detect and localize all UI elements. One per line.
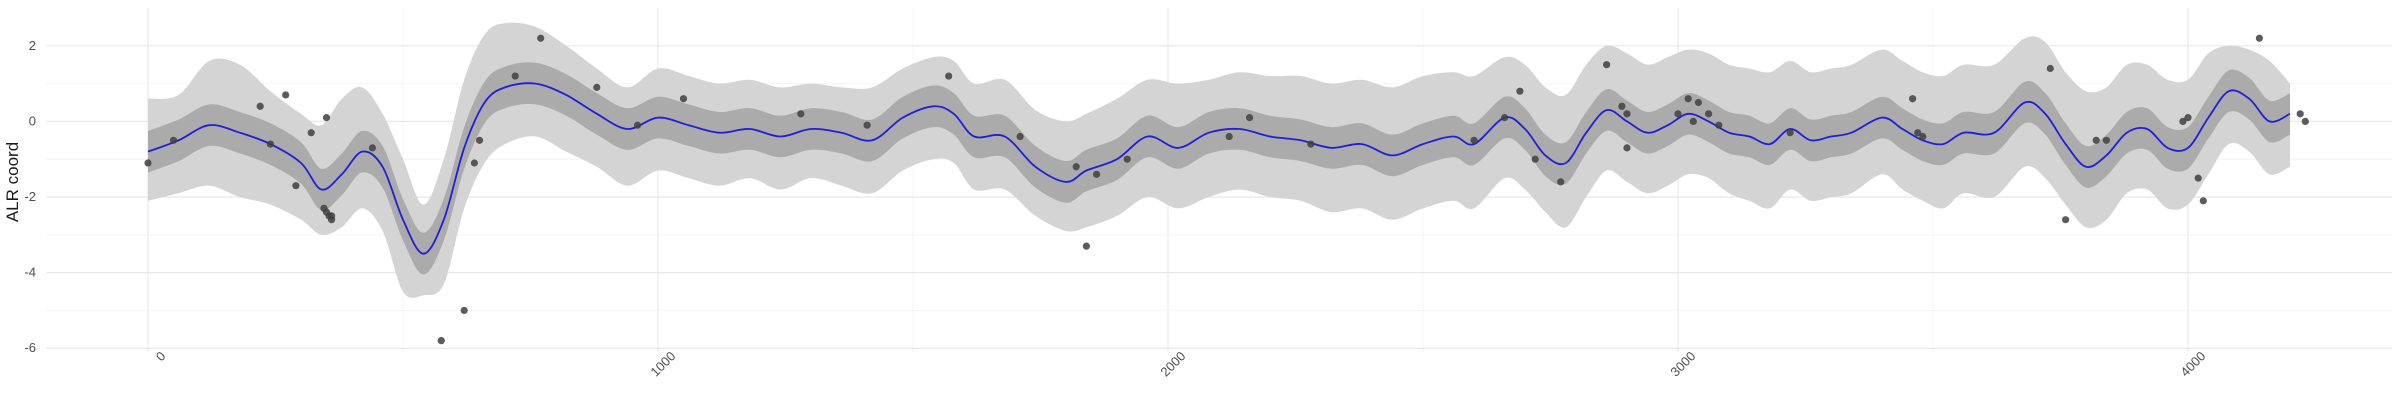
x-tick-label: 1000 [647, 348, 678, 379]
data-point [2179, 117, 2187, 126]
y-axis-ticks: -6 -4 -2 0 2 [24, 38, 36, 355]
data-point [1919, 132, 1927, 141]
data-point [945, 72, 953, 80]
data-point [2255, 34, 2263, 42]
x-axis-ticks: 0 1000 2000 3000 4000 [153, 348, 2209, 379]
data-point [1557, 178, 1565, 186]
data-point [2184, 114, 2192, 122]
data-point [322, 114, 331, 122]
data-point [1123, 155, 1131, 163]
data-point [1516, 87, 1524, 95]
data-point [797, 110, 805, 118]
data-point [2199, 197, 2207, 205]
data-point [1694, 98, 1702, 107]
data-point [144, 159, 152, 167]
data-point [266, 140, 274, 148]
data-point [1909, 95, 1917, 103]
x-tick-label: 4000 [2177, 348, 2208, 379]
data-point [1093, 170, 1101, 178]
data-point [2301, 117, 2309, 126]
data-point [537, 34, 545, 42]
data-point [863, 121, 871, 129]
data-point [1786, 129, 1794, 137]
data-point [2092, 136, 2100, 144]
data-point [1470, 136, 1478, 144]
data-point [475, 136, 484, 144]
y-tick-label: -6 [24, 340, 36, 355]
data-point [2194, 174, 2202, 182]
data-point [679, 95, 688, 103]
data-point [1914, 129, 1922, 137]
data-point [1307, 140, 1315, 148]
data-point [1684, 95, 1692, 103]
data-point [1618, 102, 1626, 110]
y-tick-label: -4 [24, 265, 36, 280]
data-point [292, 182, 300, 190]
data-point [328, 216, 336, 224]
data-point [1603, 61, 1611, 69]
data-point [511, 72, 519, 80]
data-point [437, 337, 445, 345]
outer-credible-band [148, 22, 2290, 298]
data-point [2102, 136, 2110, 144]
data-point [1689, 117, 1697, 126]
y-tick-label: 2 [29, 38, 36, 53]
data-point [1225, 132, 1233, 141]
data-point [470, 159, 478, 167]
y-axis-title: ALR coord [3, 142, 22, 222]
x-tick-label: 0 [153, 348, 169, 364]
data-point [368, 144, 376, 152]
data-point [282, 91, 290, 99]
x-tick-label: 2000 [1157, 348, 1188, 379]
data-point [1016, 132, 1024, 141]
data-point [460, 306, 468, 315]
data-point [2046, 64, 2054, 73]
confidence-bands [148, 22, 2290, 298]
data-point [169, 136, 178, 144]
data-point [1705, 110, 1713, 118]
data-point [634, 121, 642, 129]
observed-points [144, 34, 2309, 345]
inner-credible-band [148, 62, 2290, 275]
data-point [2062, 216, 2070, 224]
data-point [593, 83, 601, 91]
mean-line [147, 82, 2291, 255]
data-point [2296, 110, 2304, 118]
data-point [1674, 110, 1682, 118]
data-point [1623, 144, 1631, 152]
data-point [1082, 242, 1090, 250]
data-point [1531, 155, 1539, 163]
y-tick-label: -2 [24, 189, 36, 204]
y-tick-label: 0 [29, 113, 36, 128]
data-point [1246, 114, 1254, 122]
data-point [1072, 163, 1080, 171]
data-point [1715, 121, 1723, 129]
x-tick-label: 3000 [1667, 348, 1698, 379]
data-point [256, 102, 264, 110]
data-point [1501, 114, 1509, 122]
data-point [1623, 110, 1631, 118]
data-point [307, 129, 315, 137]
mean-curve-line [147, 82, 2291, 255]
